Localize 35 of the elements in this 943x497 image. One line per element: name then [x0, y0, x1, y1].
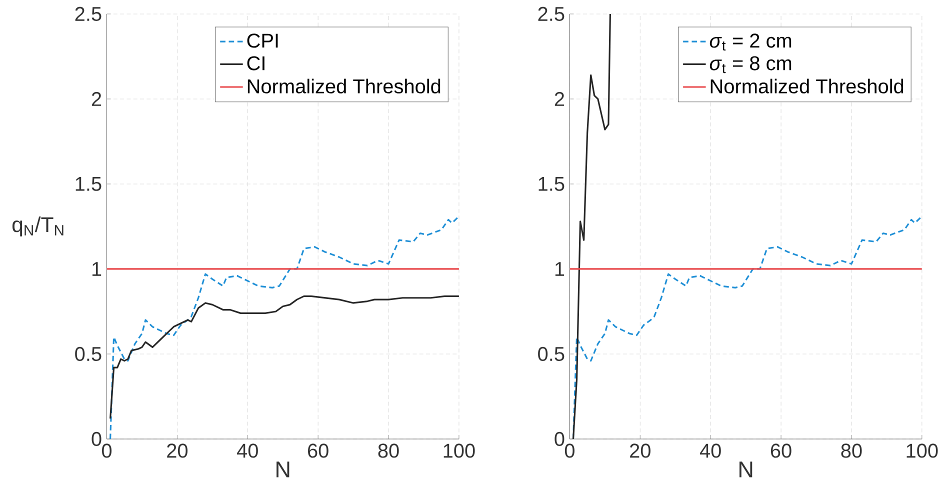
y-tick-label: 2 — [554, 92, 564, 106]
x-tick-label: 80 — [841, 444, 862, 458]
x-tick-label: 20 — [630, 444, 650, 458]
legend-label: Normalized Threshold — [248, 78, 440, 94]
y-tick-label: 0.5 — [538, 346, 564, 362]
y-axis-title: q$_{N}$/T$_{N}$ — [12, 216, 64, 236]
line-series — [109, 216, 459, 440]
y-tick-label: 0 — [92, 432, 102, 446]
legend-label: σ$_{t}$ = 8 cm — [710, 56, 792, 74]
legend-label: σ$_{t}$ = 2 cm — [710, 34, 792, 51]
y-tick-label: 1.5 — [76, 177, 102, 191]
x-tick-label: 40 — [237, 444, 258, 458]
line-series — [572, 14, 612, 440]
x-tick-label: 100 — [906, 444, 938, 458]
x-tick-label: 100 — [444, 444, 475, 458]
x-tick-label: 60 — [308, 444, 328, 458]
y-tick-label: 0.5 — [75, 346, 102, 362]
x-axis-title: N — [276, 462, 290, 478]
y-tick-label: 0 — [554, 432, 564, 446]
x-tick-label: 60 — [770, 444, 792, 458]
y-tick-label: 1 — [92, 262, 102, 276]
legend-label: CI — [247, 56, 264, 70]
x-axis-title: N — [740, 462, 752, 478]
x-tick-label: 40 — [700, 444, 721, 458]
x-tick-label: 80 — [378, 444, 399, 458]
legend-label: Normalized Threshold — [710, 78, 904, 94]
x-tick-label: 0 — [102, 444, 112, 458]
y-tick-label: 2.5 — [538, 6, 564, 22]
y-tick-label: 1.5 — [538, 177, 564, 191]
x-tick-label: 0 — [564, 444, 574, 458]
y-tick-label: 2.5 — [75, 6, 102, 22]
y-tick-label: 1 — [555, 262, 564, 276]
legend-label: CPI — [247, 34, 278, 48]
y-tick-label: 2 — [92, 92, 102, 106]
x-tick-label: 20 — [167, 444, 188, 458]
